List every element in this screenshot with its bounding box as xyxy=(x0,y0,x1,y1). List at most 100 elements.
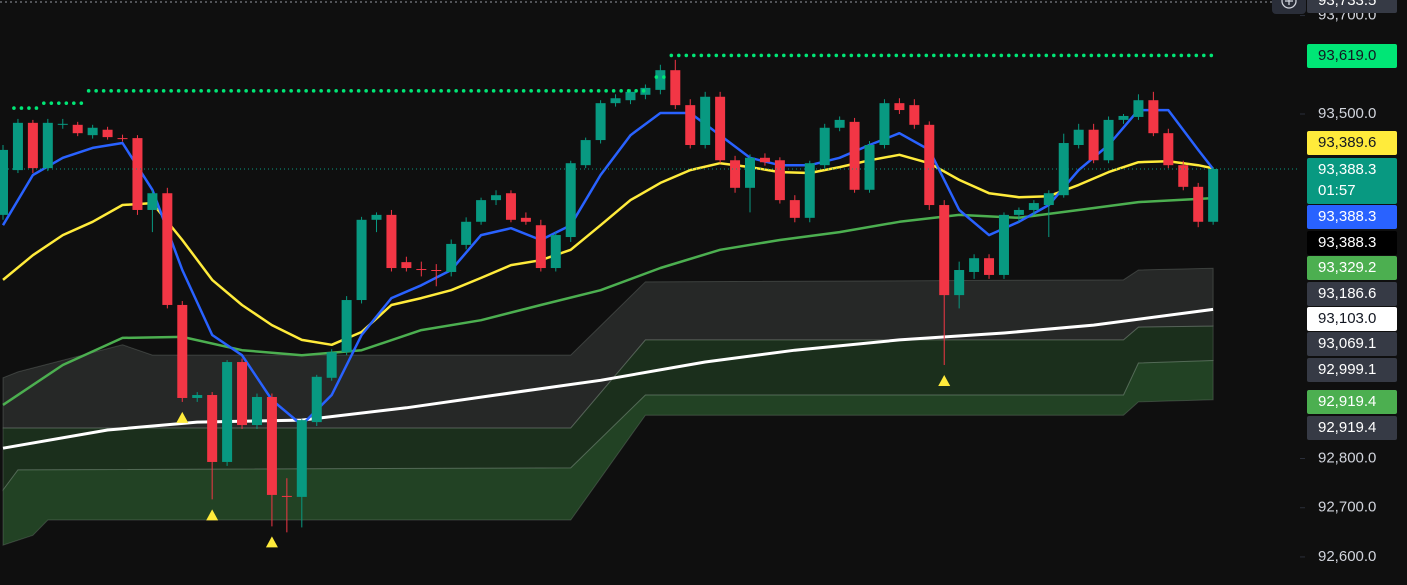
resistance-dot xyxy=(544,89,548,93)
price-label: 93,388.3 xyxy=(1318,161,1376,178)
price-label-bg xyxy=(1307,307,1397,331)
resistance-dot xyxy=(214,89,218,93)
resistance-dot xyxy=(431,89,436,93)
candle-body xyxy=(804,163,815,218)
candle-body xyxy=(251,396,262,426)
candle-body xyxy=(1028,203,1039,210)
resistance-dot xyxy=(566,89,571,93)
resistance-dot xyxy=(19,106,24,110)
resistance-dot xyxy=(619,89,623,93)
resistance-dot xyxy=(356,89,361,93)
resistance-dot xyxy=(654,75,659,79)
candle-body xyxy=(819,127,830,166)
candle-body xyxy=(132,138,143,210)
resistance-dot xyxy=(1119,53,1124,58)
candle-body xyxy=(565,163,576,238)
resistance-dot xyxy=(476,89,481,93)
candle-body xyxy=(162,193,173,305)
candle-body xyxy=(969,258,980,272)
resistance-dot xyxy=(259,89,263,93)
resistance-dot xyxy=(551,89,556,93)
button-bg[interactable] xyxy=(1272,0,1306,14)
resistance-dot xyxy=(827,53,831,58)
candle-body xyxy=(177,304,188,398)
countdown-label: 01:57 xyxy=(1318,182,1356,199)
candle-body xyxy=(879,103,890,145)
resistance-dot xyxy=(774,53,779,58)
candle-body xyxy=(311,376,322,423)
candle-body xyxy=(834,119,845,128)
resistance-dot xyxy=(699,53,704,58)
candle-body xyxy=(700,96,711,145)
resistance-dot xyxy=(536,89,541,93)
resistance-dot xyxy=(596,89,601,93)
resistance-dot xyxy=(1104,53,1109,58)
resistance-dot xyxy=(714,53,719,58)
candle-body xyxy=(789,200,800,218)
resistance-dot xyxy=(819,53,824,58)
candle-body xyxy=(595,103,606,141)
resistance-dot xyxy=(1202,53,1206,58)
candle-body xyxy=(924,124,935,206)
candle-body xyxy=(87,127,98,136)
candle-body xyxy=(207,395,218,462)
resistance-dot xyxy=(917,53,921,58)
candle-body xyxy=(356,219,367,301)
candle-body xyxy=(774,160,785,201)
candle-body xyxy=(72,124,83,134)
resistance-dot xyxy=(611,89,616,93)
candle-body xyxy=(461,221,472,245)
resistance-dot xyxy=(782,53,786,58)
candle-body xyxy=(640,87,651,95)
overlay xyxy=(0,53,1300,548)
resistance-dot xyxy=(424,89,428,93)
price-label: 93,388.3 xyxy=(1318,208,1376,225)
candle-body xyxy=(520,217,531,222)
resistance-dot xyxy=(1052,53,1056,58)
zoom-button[interactable] xyxy=(1272,0,1306,14)
resistance-dot xyxy=(879,53,884,58)
resistance-dot xyxy=(872,53,876,58)
resistance-dot xyxy=(834,53,839,58)
resistance-dot xyxy=(161,89,166,93)
y-tick-label: 93,500.0 xyxy=(1318,105,1376,122)
resistance-dot xyxy=(12,106,16,110)
resistance-dot xyxy=(909,53,914,58)
candle-body xyxy=(237,362,248,426)
resistance-dot xyxy=(864,53,869,58)
resistance-dot xyxy=(491,89,496,93)
resistance-dot xyxy=(1014,53,1019,58)
button-icon[interactable] xyxy=(1281,0,1297,9)
resistance-dot xyxy=(932,53,936,58)
resistance-dot xyxy=(529,89,533,93)
candle-body xyxy=(1088,129,1099,161)
candle-body xyxy=(401,262,412,269)
price-label-bg xyxy=(1307,416,1397,440)
resistance-dot xyxy=(109,89,113,93)
candle-body xyxy=(550,235,561,269)
resistance-dot xyxy=(1209,53,1214,58)
resistance-dot xyxy=(759,53,764,58)
candle-body xyxy=(670,70,681,106)
price-axis: 93,700.093,500.092,800.092,700.092,600.0… xyxy=(1300,0,1407,585)
candle-body xyxy=(625,91,636,101)
resistance-dot xyxy=(311,89,316,93)
resistance-dot xyxy=(191,89,196,93)
candle-body xyxy=(431,270,442,272)
resistance-dot xyxy=(1082,53,1086,58)
resistance-dot xyxy=(574,89,578,93)
resistance-dot xyxy=(1044,53,1049,58)
resistance-dot xyxy=(677,53,681,58)
resistance-dot xyxy=(1172,53,1176,58)
resistance-dot xyxy=(304,89,308,93)
price-label-bg xyxy=(1307,332,1397,356)
candle-body xyxy=(730,160,741,188)
resistance-dot xyxy=(326,89,331,93)
resistance-dot xyxy=(349,89,353,93)
candle-body xyxy=(147,193,158,210)
resistance-dot xyxy=(116,89,121,93)
resistance-dot xyxy=(139,89,143,93)
candle-body xyxy=(341,300,352,353)
resistance-dot xyxy=(812,53,816,58)
